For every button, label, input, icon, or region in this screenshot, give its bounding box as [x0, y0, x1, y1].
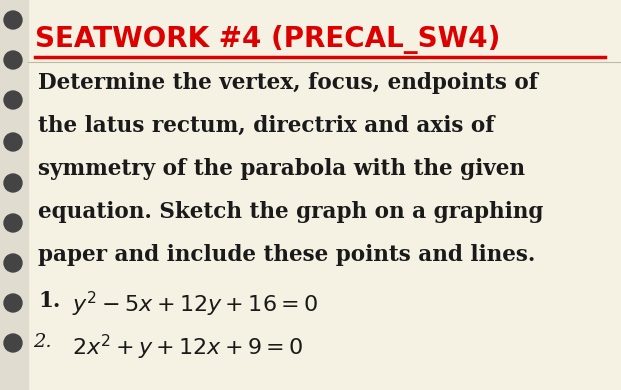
- Text: $2x^2 + y + 12x + 9 = 0$: $2x^2 + y + 12x + 9 = 0$: [72, 333, 304, 362]
- Text: paper and include these points and lines.: paper and include these points and lines…: [38, 244, 535, 266]
- Bar: [0, 0, 28, 390]
- Circle shape: [4, 51, 22, 69]
- Text: equation. Sketch the graph on a graphing: equation. Sketch the graph on a graphing: [38, 201, 543, 223]
- Text: 1.: 1.: [38, 290, 60, 312]
- Circle shape: [4, 174, 22, 192]
- Text: symmetry of the parabola with the given: symmetry of the parabola with the given: [38, 158, 525, 180]
- Circle shape: [4, 133, 22, 151]
- Text: 2.: 2.: [33, 333, 52, 351]
- Circle shape: [4, 11, 22, 29]
- Text: $y^2 - 5x + 12y + 16 = 0$: $y^2 - 5x + 12y + 16 = 0$: [72, 290, 319, 319]
- Circle shape: [4, 334, 22, 352]
- Circle shape: [4, 294, 22, 312]
- Text: the latus rectum, directrix and axis of: the latus rectum, directrix and axis of: [38, 115, 494, 137]
- Text: SEATWORK #4 (PRECAL_SW4): SEATWORK #4 (PRECAL_SW4): [35, 25, 501, 54]
- Text: Determine the vertex, focus, endpoints of: Determine the vertex, focus, endpoints o…: [38, 72, 538, 94]
- Circle shape: [4, 254, 22, 272]
- Circle shape: [4, 214, 22, 232]
- Circle shape: [4, 91, 22, 109]
